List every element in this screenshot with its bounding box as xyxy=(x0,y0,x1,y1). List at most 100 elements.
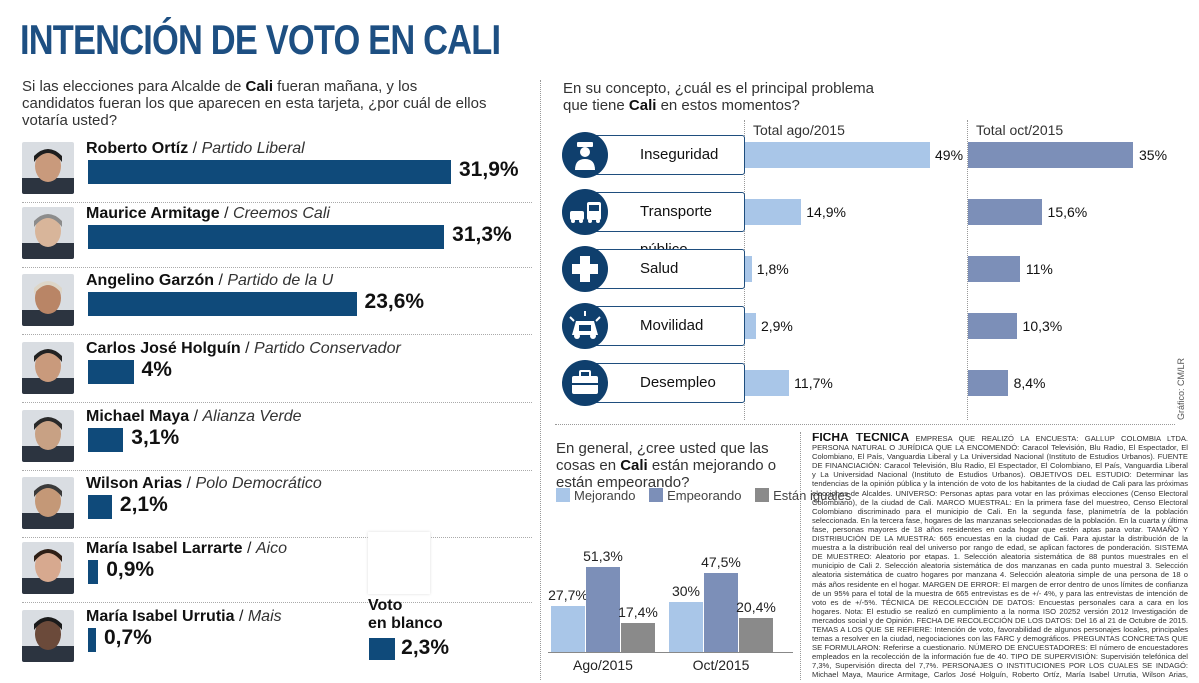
candidate-photo xyxy=(22,477,74,529)
column-divider xyxy=(540,80,541,680)
bus-car-icon xyxy=(562,189,608,240)
row-separator xyxy=(22,202,532,203)
police-officer-icon xyxy=(562,132,608,183)
vote-bar xyxy=(88,628,96,652)
trend-value-label: 20,4% xyxy=(736,599,776,616)
candidate-party: Partido de la U xyxy=(227,272,334,289)
trend-question-text-post: están mejorando o están empeorando? xyxy=(556,457,777,491)
problem-label: Desempleo xyxy=(585,363,745,403)
problem-question-text-pre: En su concepto, ¿cuál es el principal pr… xyxy=(563,80,875,114)
series-header-ago: Total ago/2015 xyxy=(753,122,845,138)
technical-sheet-text: EMPRESA QUE REALIZÓ LA ENCUESTA: GALLUP … xyxy=(812,434,1188,679)
vote-bar xyxy=(88,495,112,519)
candidate-photo xyxy=(22,207,74,259)
candidate-name-line: Carlos José Holguín / Partido Conservado… xyxy=(86,340,401,358)
candidate-row: Carlos José Holguín / Partido Conservado… xyxy=(22,340,532,406)
name-party-separator: / xyxy=(219,205,234,222)
problem-value-oct: 11% xyxy=(1025,261,1053,277)
candidate-name-line: Maurice Armitage / Creemos Cali xyxy=(86,205,330,223)
problem-value-oct: 8,4% xyxy=(1013,375,1046,391)
trend-question-text-pre: En general, ¿cree usted que las cosas en xyxy=(556,440,769,474)
candidate-row: María Isabel Urrutia / Mais 0,7% xyxy=(22,608,532,674)
vote-value-label: 0,9% xyxy=(106,558,155,581)
trend-bar-iguales xyxy=(621,623,655,652)
trend-value-label: 27,7% xyxy=(548,587,588,604)
candidate-party: Creemos Cali xyxy=(233,205,330,222)
vote-question-text-post: fueran mañana, y los candidatos fueran l… xyxy=(22,78,487,129)
technical-sheet-heading: FICHA TÉCNICA xyxy=(812,433,910,444)
trend-legend: Mejorando Empeorando Están iguales xyxy=(556,488,861,503)
problem-value-oct: 15,6% xyxy=(1047,204,1088,220)
problem-question-city: Cali xyxy=(628,97,657,114)
problem-label: Movilidad xyxy=(585,306,745,346)
problem-label: Inseguridad xyxy=(585,135,745,175)
row-separator xyxy=(22,470,532,471)
problem-bar-oct xyxy=(968,199,1042,225)
candidate-photo xyxy=(22,610,74,662)
blank-vote-label: Voto en blanco xyxy=(368,597,443,633)
problem-label: Salud xyxy=(585,249,745,289)
vote-question-city: Cali xyxy=(245,78,273,95)
problem-bar-oct xyxy=(968,370,1008,396)
row-separator xyxy=(22,334,532,335)
vote-bar xyxy=(88,560,99,584)
candidate-photo xyxy=(22,342,74,394)
candidate-name-line: Angelino Garzón / Partido de la U xyxy=(86,272,333,290)
trend-bar-mejorando xyxy=(551,606,585,652)
candidate-photo xyxy=(22,542,74,594)
vote-value-label: 4% xyxy=(141,358,172,381)
problem-bar-ago xyxy=(745,370,790,396)
trend-bar-empeorando xyxy=(704,573,738,652)
trend-bar-iguales xyxy=(739,618,773,652)
candidate-row: Wilson Arias / Polo Democrático 2,1% xyxy=(22,475,532,541)
series-header-oct: Total oct/2015 xyxy=(976,122,1064,138)
vote-value-label: 3,1% xyxy=(131,426,180,449)
candidate-name-line: María Isabel Larrarte / Aico xyxy=(86,540,287,558)
candidate-name-line: Michael Maya / Alianza Verde xyxy=(86,408,302,426)
problem-bar-ago xyxy=(745,142,930,168)
briefcase-icon xyxy=(562,360,608,411)
candidate-party: Aico xyxy=(255,540,287,557)
vote-question: Si las elecciones para Alcalde de Cali f… xyxy=(22,78,492,129)
vote-value-label: 0,7% xyxy=(103,626,152,649)
candidate-name-line: María Isabel Urrutia / Mais xyxy=(86,608,282,626)
problem-question-text-post: en estos momentos? xyxy=(656,97,800,114)
legend-swatch-iguales xyxy=(755,488,770,502)
blank-vote-label-line1: Voto xyxy=(368,597,403,614)
trend-baseline xyxy=(548,652,793,653)
problem-value-oct: 35% xyxy=(1139,147,1168,163)
blank-vote-box xyxy=(368,532,430,594)
row-separator xyxy=(22,537,532,538)
vote-value-label: 23,6% xyxy=(364,290,425,313)
problem-value-oct: 10,3% xyxy=(1022,318,1063,334)
candidate-name: Roberto Ortíz xyxy=(86,140,189,157)
graphic-credit: Gráfico: CM/LR xyxy=(1176,357,1186,420)
page-title: INTENCIÓN DE VOTO EN CALI xyxy=(20,16,501,63)
candidate-party: Alianza Verde xyxy=(202,408,302,425)
row-separator xyxy=(22,602,532,603)
trend-category-label: Ago/2015 xyxy=(573,657,633,673)
candidate-name: Maurice Armitage xyxy=(86,205,220,222)
candidate-party: Polo Democrático xyxy=(195,475,322,492)
row-separator xyxy=(22,402,532,403)
name-party-separator: / xyxy=(240,340,255,357)
section-divider xyxy=(555,424,1175,425)
trend-value-label: 30% xyxy=(671,583,701,600)
candidate-photo xyxy=(22,274,74,326)
problem-bar-ago xyxy=(745,313,756,339)
vote-value-label: 31,3% xyxy=(452,223,512,246)
problem-bar-oct xyxy=(968,313,1017,339)
candidate-photo xyxy=(22,410,74,462)
name-party-separator: / xyxy=(188,140,202,157)
vote-bar xyxy=(88,225,445,249)
blank-vote-bar xyxy=(369,638,396,660)
trend-bar-empeorando xyxy=(586,567,620,652)
candidate-name: María Isabel Urrutia xyxy=(86,608,235,625)
candidate-name: Angelino Garzón xyxy=(86,272,214,289)
vote-bar xyxy=(88,160,451,184)
candidate-name: Carlos José Holguín xyxy=(86,340,241,357)
legend-item-iguales: Están iguales xyxy=(755,488,851,503)
name-party-separator: / xyxy=(242,540,256,557)
problem-value-ago: 1,8% xyxy=(756,261,789,277)
trend-value-label: 51,3% xyxy=(583,548,623,564)
